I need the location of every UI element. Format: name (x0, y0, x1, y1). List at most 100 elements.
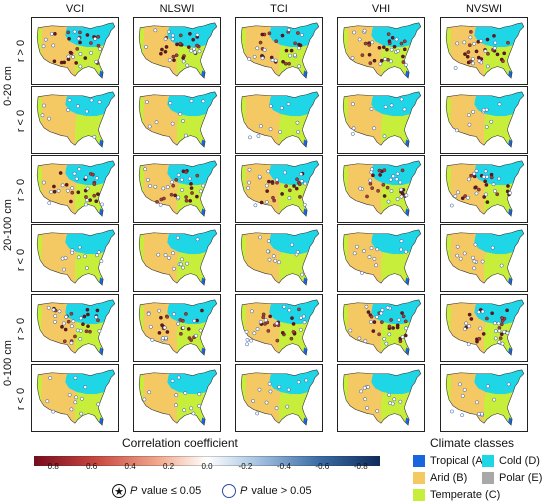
nonsignificant-station-marker (79, 411, 84, 416)
significant-station-marker (481, 332, 486, 336)
us-climate-map (138, 91, 218, 148)
significant-station-marker (296, 31, 300, 35)
temperate-west-region (343, 304, 348, 332)
us-outline (445, 229, 525, 286)
nonsignificant-station-marker (389, 189, 394, 193)
nonsignificant-station-marker (201, 99, 206, 104)
colorbar-title: Correlation coefficient (122, 436, 238, 450)
pvalue-sig-label: value ≤ 0.05 (141, 485, 202, 497)
significant-station-marker (81, 322, 85, 327)
nonsignificant-station-marker (473, 242, 478, 247)
nonsignificant-station-marker (201, 183, 206, 188)
nonsignificant-station-marker (380, 308, 385, 312)
significant-station-marker (53, 31, 57, 36)
nonsignificant-station-marker (192, 318, 197, 323)
nonsignificant-station-marker (80, 396, 84, 401)
us-outline (240, 299, 320, 356)
nonsignificant-station-marker (471, 61, 475, 66)
nonsignificant-station-marker (357, 336, 362, 341)
significant-station-marker (401, 314, 406, 319)
significant-station-marker (385, 185, 390, 190)
nonsignificant-station-marker (483, 169, 488, 174)
significant-station-marker (69, 199, 73, 204)
cold-region (167, 229, 217, 255)
nonsignificant-station-marker (70, 186, 75, 191)
nonsignificant-station-marker (143, 167, 147, 172)
us-climate-map (36, 229, 116, 286)
nonsignificant-station-marker (76, 36, 81, 41)
nonsignificant-station-marker (71, 319, 76, 324)
nonsignificant-station-marker (181, 265, 185, 270)
nonsignificant-station-marker (462, 387, 467, 392)
colorbar-tick-label: 0.6 (86, 462, 98, 471)
tropical-region (508, 417, 513, 426)
nonsignificant-station-marker (41, 44, 46, 49)
us-climate-map (342, 160, 422, 217)
nonsignificant-station-marker (304, 378, 309, 383)
nonsignificant-station-marker (468, 35, 473, 40)
map-panel (235, 224, 323, 292)
nonsignificant-station-marker (497, 328, 502, 333)
nonsignificant-station-marker (244, 329, 249, 334)
nonsignificant-station-marker (497, 102, 502, 107)
star-circle-icon: ★ (112, 484, 126, 498)
nonsignificant-station-marker (161, 186, 166, 191)
nonsignificant-station-marker (47, 116, 51, 121)
nonsignificant-station-marker (358, 186, 363, 191)
nonsignificant-station-marker (146, 312, 151, 316)
pvalue-nonsig-label: value > 0.05 (251, 485, 312, 497)
colorbar-tick-label: 0.8 (47, 462, 59, 471)
map-panel (31, 155, 119, 223)
nonsignificant-station-marker (147, 390, 152, 395)
significant-station-marker (84, 329, 89, 334)
nonsignificant-station-marker (480, 309, 485, 314)
significant-station-marker (402, 39, 407, 44)
cold-region (269, 299, 319, 325)
us-outline (445, 91, 525, 148)
temperate-west-region (241, 27, 246, 55)
us-climate-map (445, 160, 525, 217)
map-panel (337, 86, 425, 154)
significant-station-marker (91, 172, 95, 177)
us-outline (36, 299, 116, 356)
nonsignificant-station-marker (85, 198, 89, 203)
significant-station-marker (160, 323, 164, 328)
significant-station-marker (474, 49, 479, 54)
significant-station-marker (403, 333, 408, 338)
row-sign-label: r > 0 (15, 178, 27, 202)
temperate-west-region (37, 27, 42, 55)
significant-station-marker (490, 311, 494, 316)
nonsignificant-station-marker (295, 120, 300, 125)
significant-station-marker (467, 43, 472, 48)
nonsignificant-station-marker (268, 104, 273, 108)
significant-station-marker (399, 41, 404, 46)
significant-station-marker (82, 314, 87, 319)
significant-station-marker (155, 200, 159, 204)
climate-class-polar: Polar (E) (482, 472, 542, 484)
significant-station-marker (280, 330, 285, 335)
row-sign-label: r > 0 (15, 317, 27, 341)
nonsignificant-station-marker (483, 49, 488, 53)
nonsignificant-station-marker (369, 246, 374, 250)
significant-station-marker (175, 42, 179, 47)
nonsignificant-station-marker (53, 314, 58, 318)
significant-station-marker (169, 192, 174, 197)
significant-station-marker (289, 48, 294, 53)
us-outline (240, 22, 320, 79)
nonsignificant-station-marker (389, 103, 394, 108)
nonsignificant-station-marker (64, 315, 69, 319)
nonsignificant-station-marker (368, 178, 373, 183)
significant-station-marker (92, 193, 97, 198)
temperate-west-region (241, 234, 246, 262)
nonsignificant-station-marker (394, 177, 399, 182)
significant-station-marker (62, 60, 67, 65)
map-panel (133, 364, 221, 432)
nonsignificant-station-marker (100, 202, 104, 207)
nonsignificant-station-marker (389, 59, 393, 64)
nonsignificant-station-marker (492, 397, 497, 402)
nonsignificant-station-marker (279, 106, 284, 110)
nonsignificant-station-marker (181, 59, 186, 64)
temperate-west-region (343, 374, 348, 402)
row-sign-label: r < 0 (15, 248, 27, 272)
nonsignificant-station-marker (176, 375, 181, 380)
